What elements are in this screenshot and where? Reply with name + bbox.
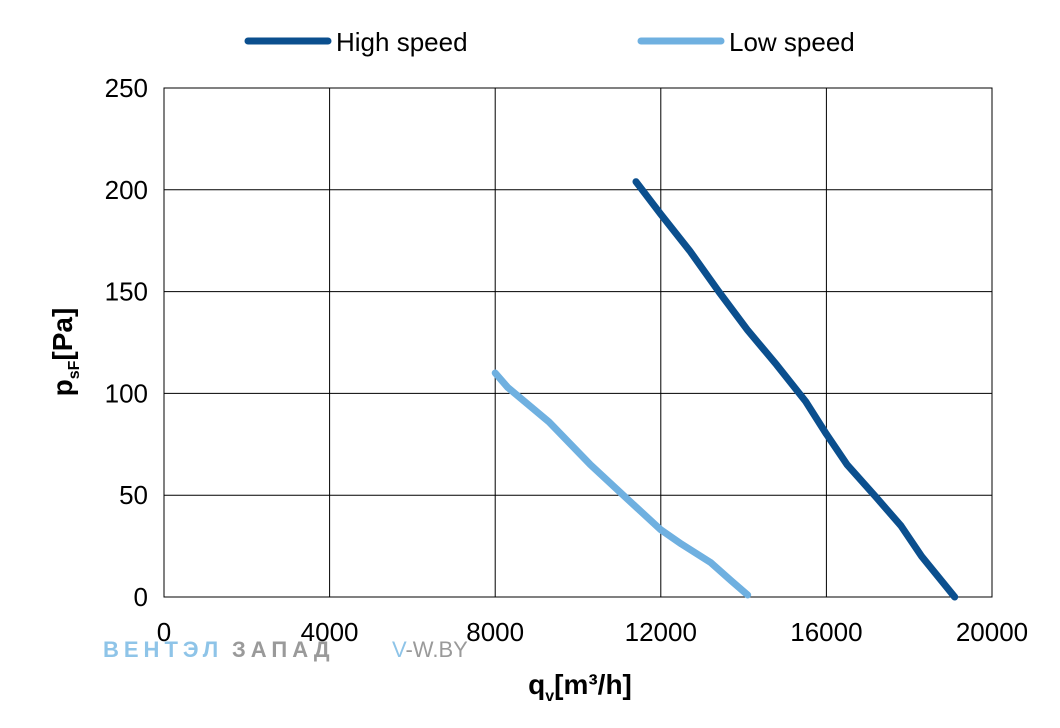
y-tick-label: 50 [119,480,148,510]
legend-label-low-speed: Low speed [729,27,855,57]
legend-label-high-speed: High speed [336,27,468,57]
plot-frame [163,87,993,598]
watermark-brand-part1: ВЕНТЭЛ [103,637,223,662]
x-tick-label: 4000 [301,617,359,647]
y-tick-label: 200 [105,175,148,205]
x-tick-labels: 0 4000 8000 12000 16000 20000 [157,617,1028,647]
x-tick-label: 8000 [466,617,524,647]
x-tick-label: 0 [157,617,171,647]
y-tick-label: 150 [105,277,148,307]
y-tick-label: 250 [105,73,148,103]
y-tick-label: 100 [105,378,148,408]
series-lines [491,178,959,601]
watermark-brand-part2: ЗАПАД [232,637,335,662]
grid [163,87,993,598]
y-tick-labels: 0 50 100 150 200 250 [105,73,148,612]
x-tick-label: 12000 [625,617,697,647]
series-line-low-speed [491,369,752,599]
legend: High speed Low speed [244,27,855,57]
y-axis-title: psF[Pa] [47,308,83,397]
series-line-high-speed [632,178,959,601]
watermark: ВЕНТЭЛ ЗАПАД V-W.BY [103,637,468,662]
y-tick-label: 0 [134,582,148,612]
x-tick-label: 20000 [956,617,1028,647]
watermark-site: V-W.BY [392,637,468,662]
x-tick-label: 16000 [790,617,862,647]
x-axis-title: qv[m³/h] [528,669,632,705]
